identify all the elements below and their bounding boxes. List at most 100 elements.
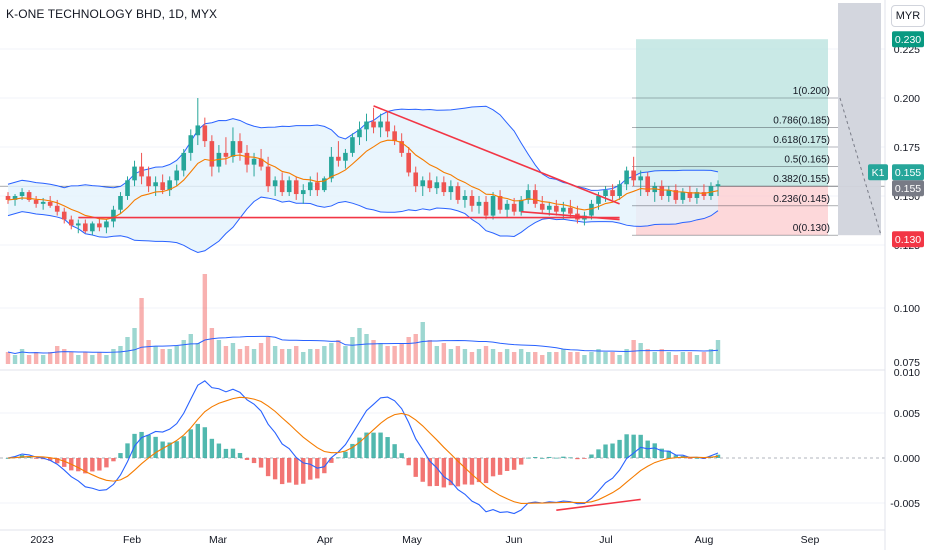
fib-level-label: 0.786(0.185) bbox=[773, 115, 830, 126]
volume-bar bbox=[441, 343, 447, 364]
volume-bar bbox=[188, 334, 193, 364]
volume-bar bbox=[547, 352, 552, 364]
volume-bar bbox=[336, 340, 341, 364]
candle-body bbox=[97, 223, 102, 228]
bollinger-fill bbox=[8, 106, 718, 253]
volume-bar bbox=[279, 349, 285, 364]
volume-bar bbox=[525, 352, 531, 364]
candle-body bbox=[357, 129, 362, 138]
volume-bar bbox=[554, 352, 559, 364]
price-tick-label: 0.200 bbox=[894, 93, 920, 105]
macd-panel bbox=[5, 380, 721, 515]
macd-histogram-bar bbox=[55, 458, 60, 464]
candle-body bbox=[68, 219, 74, 226]
macd-histogram-bar bbox=[322, 458, 327, 474]
volume-bar bbox=[561, 349, 566, 364]
candle-body bbox=[532, 190, 538, 204]
macd-histogram-bar bbox=[336, 457, 341, 459]
macd-histogram-bar bbox=[181, 436, 186, 458]
fib-level-label: 0.618(0.175) bbox=[773, 135, 830, 146]
candle-body bbox=[603, 190, 608, 196]
volume-bar bbox=[90, 355, 95, 364]
trend-lines[interactable] bbox=[78, 105, 620, 221]
candle-body bbox=[673, 190, 679, 200]
macd-histogram-bar bbox=[518, 458, 524, 465]
candle-body bbox=[230, 141, 236, 157]
macd-histogram-bar bbox=[568, 457, 573, 459]
time-tick-label: Feb bbox=[123, 534, 141, 546]
volume-bar bbox=[329, 343, 334, 364]
volume-bar bbox=[146, 340, 151, 364]
volume-bar bbox=[694, 355, 700, 364]
macd-histogram-bar bbox=[5, 458, 11, 459]
volume-bar bbox=[582, 355, 587, 364]
macd-histogram-bar bbox=[167, 442, 172, 458]
target-zone bbox=[636, 39, 828, 187]
fibonacci-retracement[interactable]: 1(0.200) 0.786(0.185) 0.618(0.175) 0.5(0.16… bbox=[632, 86, 838, 236]
candle-body bbox=[624, 170, 629, 185]
time-tick-label: 2023 bbox=[30, 534, 54, 546]
bollinger-lower bbox=[7, 196, 719, 253]
candle-body bbox=[561, 207, 566, 212]
volume-bar bbox=[118, 346, 123, 364]
candle-body bbox=[617, 184, 622, 196]
volume-bar bbox=[427, 340, 432, 364]
fib-extension-box bbox=[838, 3, 881, 236]
candle-body bbox=[497, 196, 503, 210]
candle-body bbox=[434, 182, 440, 189]
macd-histogram-bar bbox=[301, 458, 306, 484]
volume-bar bbox=[69, 352, 74, 364]
candle-body bbox=[413, 172, 419, 187]
volume-bar bbox=[631, 340, 636, 364]
volume-bar bbox=[462, 349, 468, 364]
candle-body bbox=[244, 152, 250, 165]
candle-body bbox=[596, 196, 601, 204]
volume-bar bbox=[540, 355, 545, 364]
time-tick-label: Mar bbox=[209, 534, 228, 546]
volume-bar bbox=[202, 274, 208, 364]
candle-body bbox=[406, 152, 411, 173]
macd-histogram-bar bbox=[455, 458, 461, 487]
volume-bar bbox=[420, 322, 425, 364]
macd-histogram-bar bbox=[420, 458, 425, 482]
candle-body bbox=[26, 192, 32, 200]
volume-bar bbox=[371, 340, 376, 364]
candle-body bbox=[251, 158, 257, 165]
volume-bar bbox=[153, 346, 158, 364]
volume-bar bbox=[666, 352, 671, 364]
macd-histogram-bar bbox=[195, 423, 201, 458]
candle-body bbox=[490, 196, 496, 216]
volume-bar bbox=[568, 352, 573, 364]
candle-body bbox=[258, 158, 264, 167]
currency-button[interactable]: MYR bbox=[891, 5, 925, 27]
macd-histogram-bar bbox=[610, 443, 615, 458]
candle-body bbox=[371, 121, 376, 128]
volume-bar bbox=[258, 343, 264, 364]
candle-body bbox=[554, 205, 559, 212]
candle-body bbox=[483, 201, 489, 216]
candle-body bbox=[153, 182, 158, 187]
macd-histogram-bar bbox=[26, 456, 32, 458]
candle-body bbox=[19, 192, 25, 196]
target-price-badge: 0.230 bbox=[895, 34, 921, 46]
volume-bar bbox=[483, 346, 489, 364]
candle-body bbox=[293, 180, 299, 195]
price-axis[interactable]: 0.2250.2000.1750.1500.1250.1000.0750.010… bbox=[884, 0, 920, 550]
macd-histogram-bar bbox=[652, 443, 657, 458]
candle-body bbox=[610, 190, 615, 196]
candle-body bbox=[462, 196, 468, 200]
volume-bar bbox=[230, 343, 236, 364]
volume-bar bbox=[518, 349, 524, 364]
descending-trend-line bbox=[373, 105, 620, 205]
time-axis[interactable]: 2023 Feb Mar Apr May Jun Jul Aug Sep bbox=[0, 529, 885, 546]
candle-body bbox=[392, 131, 397, 142]
candle-body bbox=[160, 182, 165, 191]
volume-bar bbox=[83, 352, 88, 364]
candle-body bbox=[539, 203, 545, 210]
volume-bar bbox=[673, 355, 679, 364]
macd-histogram-bar bbox=[659, 448, 664, 458]
volume-bar bbox=[469, 352, 475, 364]
candle-body bbox=[427, 180, 433, 189]
macd-histogram-bar bbox=[104, 458, 109, 468]
